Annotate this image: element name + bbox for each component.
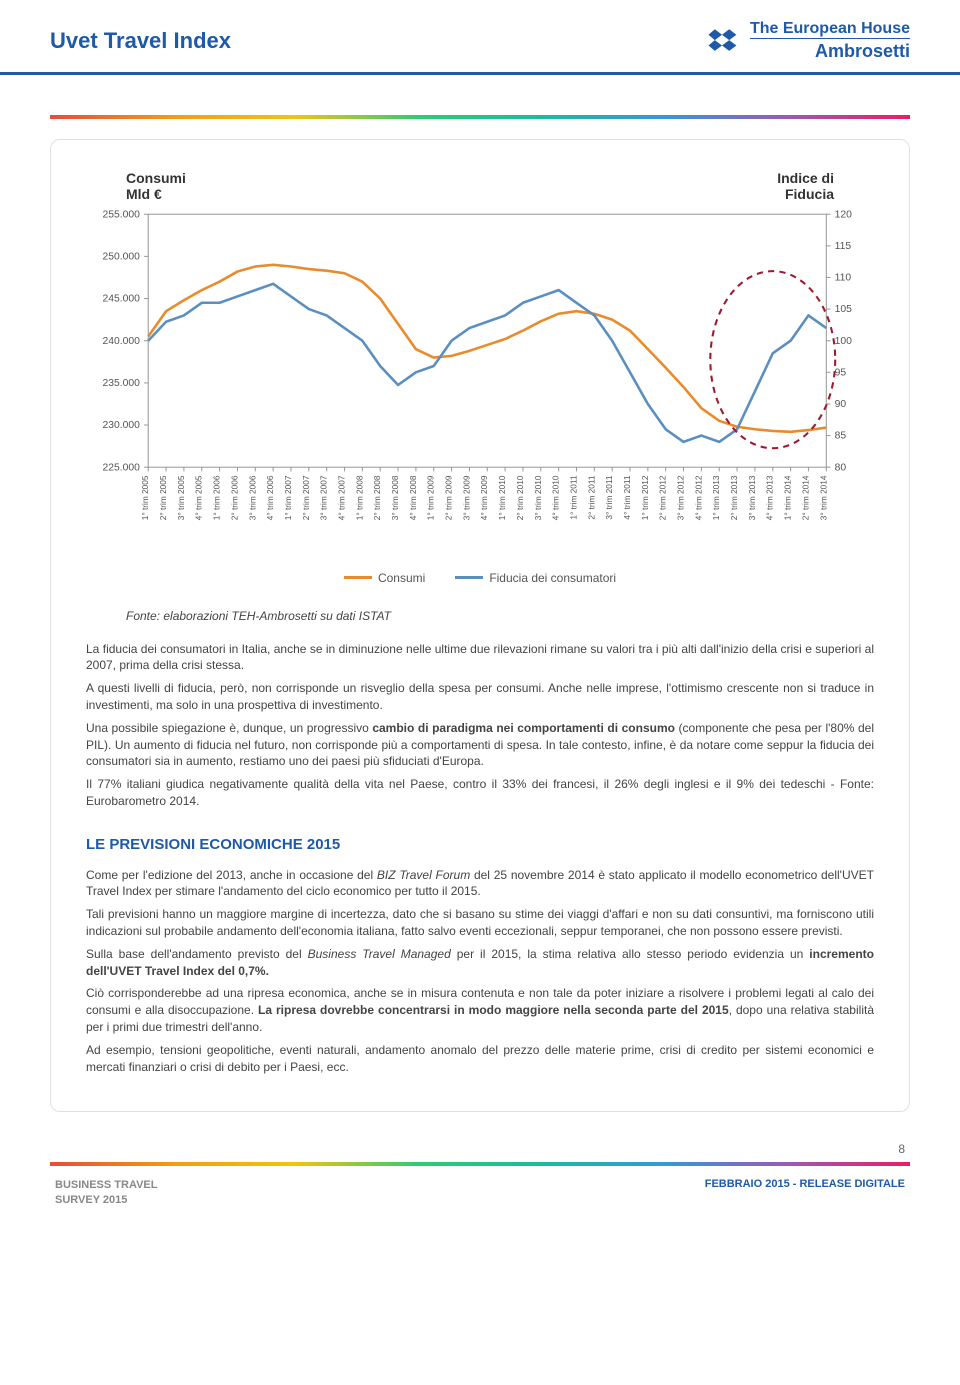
legend-swatch-consumi bbox=[344, 576, 372, 579]
svg-text:3° trim 2013: 3° trim 2013 bbox=[747, 475, 757, 520]
chart-axis-titles: Consumi Mld € Indice di Fiducia bbox=[126, 170, 834, 202]
svg-text:3° trim 2008: 3° trim 2008 bbox=[390, 475, 400, 520]
svg-text:1° trim 2005: 1° trim 2005 bbox=[140, 475, 150, 520]
svg-text:100: 100 bbox=[835, 336, 853, 347]
header: Uvet Travel Index The European House Amb… bbox=[0, 0, 960, 75]
svg-text:4° trim 2007: 4° trim 2007 bbox=[337, 475, 347, 520]
svg-text:2° trim 2007: 2° trim 2007 bbox=[301, 475, 311, 520]
svg-text:3° trim 2007: 3° trim 2007 bbox=[319, 475, 329, 520]
logo-bottom-text: Ambrosetti bbox=[750, 38, 910, 62]
svg-text:4° trim 2013: 4° trim 2013 bbox=[765, 475, 775, 520]
svg-text:110: 110 bbox=[835, 273, 852, 284]
line-chart: 225.000 230.000 235.000 240.000 245.000 250.0… bbox=[86, 208, 874, 561]
paragraph: Come per l'edizione del 2013, anche in o… bbox=[86, 867, 874, 901]
svg-text:1° trim 2014: 1° trim 2014 bbox=[783, 475, 793, 520]
svg-text:235.000: 235.000 bbox=[102, 378, 140, 389]
legend-item-consumi: Consumi bbox=[344, 571, 425, 585]
footer-right: FEBBRAIO 2015 - RELEASE DIGITALE bbox=[705, 1178, 905, 1207]
svg-text:1° trim 2011: 1° trim 2011 bbox=[568, 475, 578, 520]
svg-text:90: 90 bbox=[835, 399, 847, 410]
page-title: Uvet Travel Index bbox=[50, 28, 231, 54]
chart-source: Fonte: elaborazioni TEH-Ambrosetti su da… bbox=[126, 609, 874, 623]
legend-label-fiducia: Fiducia dei consumatori bbox=[489, 571, 616, 585]
svg-text:2° trim 2012: 2° trim 2012 bbox=[658, 475, 668, 520]
svg-text:2° trim 2006: 2° trim 2006 bbox=[229, 475, 239, 520]
paragraph: Una possibile spiegazione è, dunque, un … bbox=[86, 720, 874, 770]
svg-text:1° trim 2010: 1° trim 2010 bbox=[497, 475, 507, 520]
section-heading: LE PREVISIONI ECONOMICHE 2015 bbox=[86, 836, 874, 853]
svg-text:4° trim 2008: 4° trim 2008 bbox=[408, 475, 418, 520]
svg-text:2° trim 2009: 2° trim 2009 bbox=[444, 475, 454, 520]
footer-left-l2: SURVEY 2015 bbox=[55, 1193, 157, 1207]
paragraph: Il 77% italiani giudica negativamente qu… bbox=[86, 776, 874, 810]
logo-top-text: The European House bbox=[750, 20, 910, 38]
svg-text:2° trim 2013: 2° trim 2013 bbox=[729, 475, 739, 520]
svg-text:4° trim 2012: 4° trim 2012 bbox=[693, 475, 703, 520]
svg-text:3° trim 2005: 3° trim 2005 bbox=[176, 475, 186, 520]
svg-text:3° trim 2012: 3° trim 2012 bbox=[676, 475, 686, 520]
svg-text:2° trim 2014: 2° trim 2014 bbox=[800, 475, 810, 520]
y2-title-l2: Fiducia bbox=[777, 186, 834, 202]
svg-text:225.000: 225.000 bbox=[102, 462, 140, 473]
body-text-block-2: Come per l'edizione del 2013, anche in o… bbox=[86, 867, 874, 1076]
y1-title-l2: Mld € bbox=[126, 186, 186, 202]
divider-rainbow-top bbox=[50, 115, 910, 119]
legend-item-fiducia: Fiducia dei consumatori bbox=[455, 571, 616, 585]
svg-text:3° trim 2010: 3° trim 2010 bbox=[533, 475, 543, 520]
svg-text:240.000: 240.000 bbox=[102, 336, 140, 347]
svg-text:115: 115 bbox=[835, 241, 852, 252]
y1-title-l1: Consumi bbox=[126, 170, 186, 186]
svg-text:3° trim 2009: 3° trim 2009 bbox=[461, 475, 471, 520]
svg-text:4° trim 2005: 4° trim 2005 bbox=[194, 475, 204, 520]
body-text-block-1: La fiducia dei consumatori in Italia, an… bbox=[86, 641, 874, 810]
svg-text:4° trim 2010: 4° trim 2010 bbox=[551, 475, 561, 520]
svg-text:3° trim 2006: 3° trim 2006 bbox=[247, 475, 257, 520]
svg-text:1° trim 2012: 1° trim 2012 bbox=[640, 475, 650, 520]
footer: BUSINESS TRAVEL SURVEY 2015 FEBBRAIO 201… bbox=[0, 1172, 960, 1227]
svg-text:250.000: 250.000 bbox=[102, 251, 140, 262]
svg-text:1° trim 2009: 1° trim 2009 bbox=[426, 475, 436, 520]
page-number: 8 bbox=[0, 1142, 960, 1162]
svg-text:4° trim 2006: 4° trim 2006 bbox=[265, 475, 275, 520]
svg-text:4° trim 2011: 4° trim 2011 bbox=[622, 475, 632, 520]
svg-text:1° trim 2013: 1° trim 2013 bbox=[711, 475, 721, 520]
svg-text:95: 95 bbox=[835, 367, 847, 378]
svg-text:4° trim 2009: 4° trim 2009 bbox=[479, 475, 489, 520]
divider-rainbow-bottom bbox=[50, 1162, 910, 1166]
content-card: Consumi Mld € Indice di Fiducia 225.0002… bbox=[50, 139, 910, 1112]
svg-text:3° trim 2014: 3° trim 2014 bbox=[818, 475, 828, 520]
paragraph: Sulla base dell'andamento previsto del B… bbox=[86, 946, 874, 980]
paragraph: Ad esempio, tensioni geopolitiche, event… bbox=[86, 1042, 874, 1076]
svg-text:2° trim 2008: 2° trim 2008 bbox=[372, 475, 382, 520]
svg-text:2° trim 2005: 2° trim 2005 bbox=[158, 475, 168, 520]
svg-text:80: 80 bbox=[835, 462, 847, 473]
paragraph: Ciò corrisponderebbe ad una ripresa econ… bbox=[86, 985, 874, 1035]
svg-text:2° trim 2011: 2° trim 2011 bbox=[586, 475, 596, 520]
svg-text:230.000: 230.000 bbox=[102, 420, 140, 431]
y2-title-l1: Indice di bbox=[777, 170, 834, 186]
legend-swatch-fiducia bbox=[455, 576, 483, 579]
chart-legend: Consumi Fiducia dei consumatori bbox=[86, 571, 874, 585]
paragraph: Tali previsioni hanno un maggiore margin… bbox=[86, 906, 874, 940]
paragraph: A questi livelli di fiducia, però, non c… bbox=[86, 680, 874, 714]
paragraph: La fiducia dei consumatori in Italia, an… bbox=[86, 641, 874, 675]
svg-text:255.000: 255.000 bbox=[102, 209, 140, 220]
legend-label-consumi: Consumi bbox=[378, 571, 425, 585]
svg-text:105: 105 bbox=[835, 304, 853, 315]
svg-text:120: 120 bbox=[835, 209, 853, 220]
svg-text:245.000: 245.000 bbox=[102, 294, 140, 305]
logo-icon bbox=[704, 27, 740, 55]
footer-left-l1: BUSINESS TRAVEL bbox=[55, 1178, 157, 1192]
svg-text:1° trim 2006: 1° trim 2006 bbox=[212, 475, 222, 520]
svg-text:1° trim 2007: 1° trim 2007 bbox=[283, 475, 293, 520]
logo: The European House Ambrosetti bbox=[704, 20, 910, 62]
svg-text:2° trim 2010: 2° trim 2010 bbox=[515, 475, 525, 520]
svg-text:1° trim 2008: 1° trim 2008 bbox=[354, 475, 364, 520]
svg-text:3° trim 2011: 3° trim 2011 bbox=[604, 475, 614, 520]
svg-text:85: 85 bbox=[835, 431, 847, 442]
